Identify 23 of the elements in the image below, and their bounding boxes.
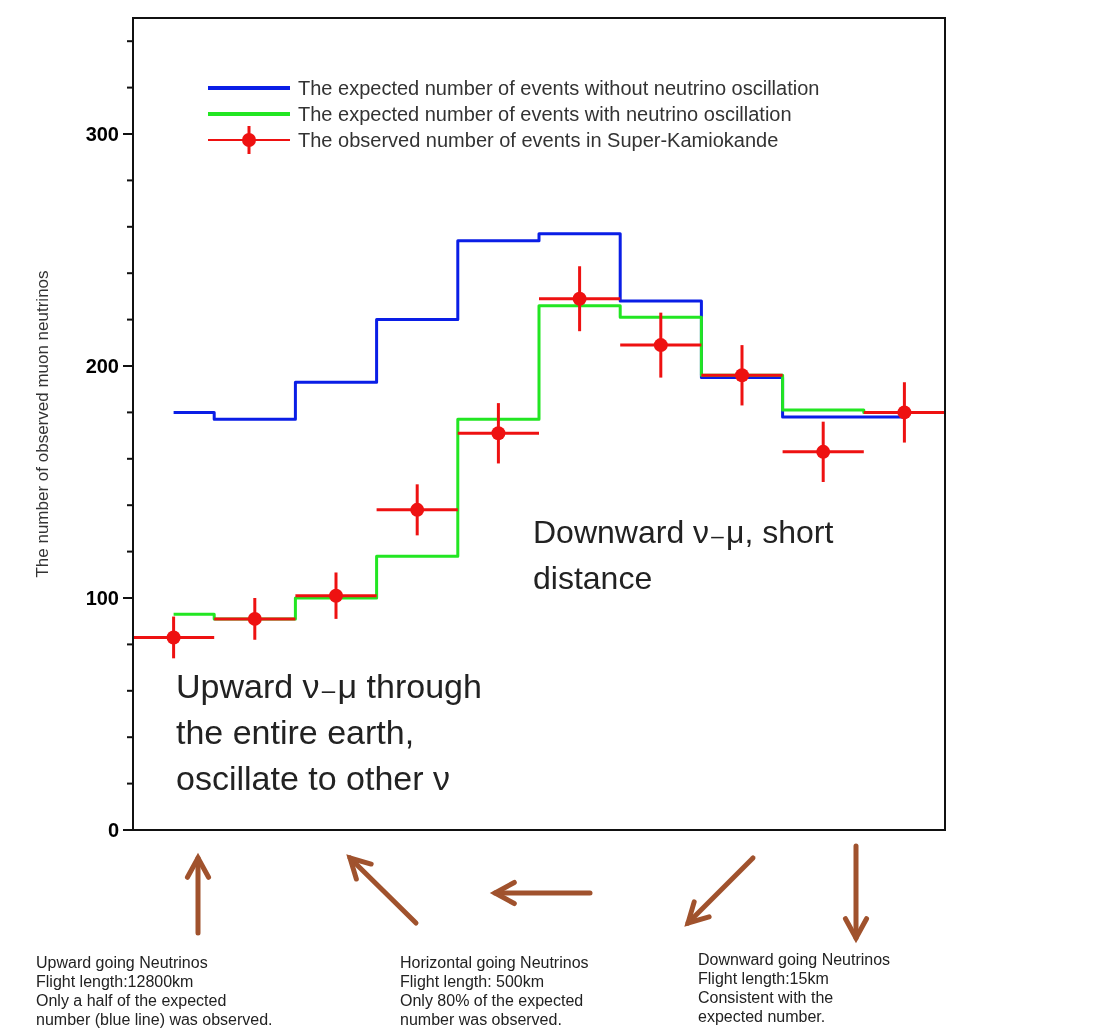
text: Horizontal going Neutrinos Flight length: 500km Only 80% of the expected number was observed. (400, 954, 589, 1028)
legend-label: The expected number of events without neutrino oscillation (298, 77, 820, 99)
text: Downward going Neutrinos Flight length:15km Consistent with the expected number. (698, 951, 891, 1025)
point (166, 630, 181, 645)
point (735, 368, 749, 383)
point (897, 405, 912, 420)
point (653, 338, 668, 353)
annotation: Downward ν₋μ, short distance (533, 514, 834, 596)
text: Upward going Neutrinos Flight length:12800km Only a half of the expected number (blue line) was observed. (36, 954, 273, 1028)
y-axis-title: The number of observed muon neutrinos (33, 270, 52, 578)
annotation: Upward ν₋μ through the entire earth, oscillate to other ν (176, 667, 482, 797)
legend-label: The observed number of events in Super-Kamiokande (298, 129, 779, 151)
y-tick-label: 300 (85, 123, 119, 145)
point (491, 426, 506, 441)
legend-label: The expected number of events with neutrino oscillation (298, 103, 792, 125)
point (247, 611, 262, 626)
point (410, 502, 425, 517)
point (329, 588, 343, 603)
y-tick-label: 200 (85, 355, 119, 377)
y-tick-label: 100 (85, 587, 119, 609)
point (816, 444, 831, 459)
y-tick-label: 0 (107, 819, 119, 841)
point (572, 291, 587, 306)
